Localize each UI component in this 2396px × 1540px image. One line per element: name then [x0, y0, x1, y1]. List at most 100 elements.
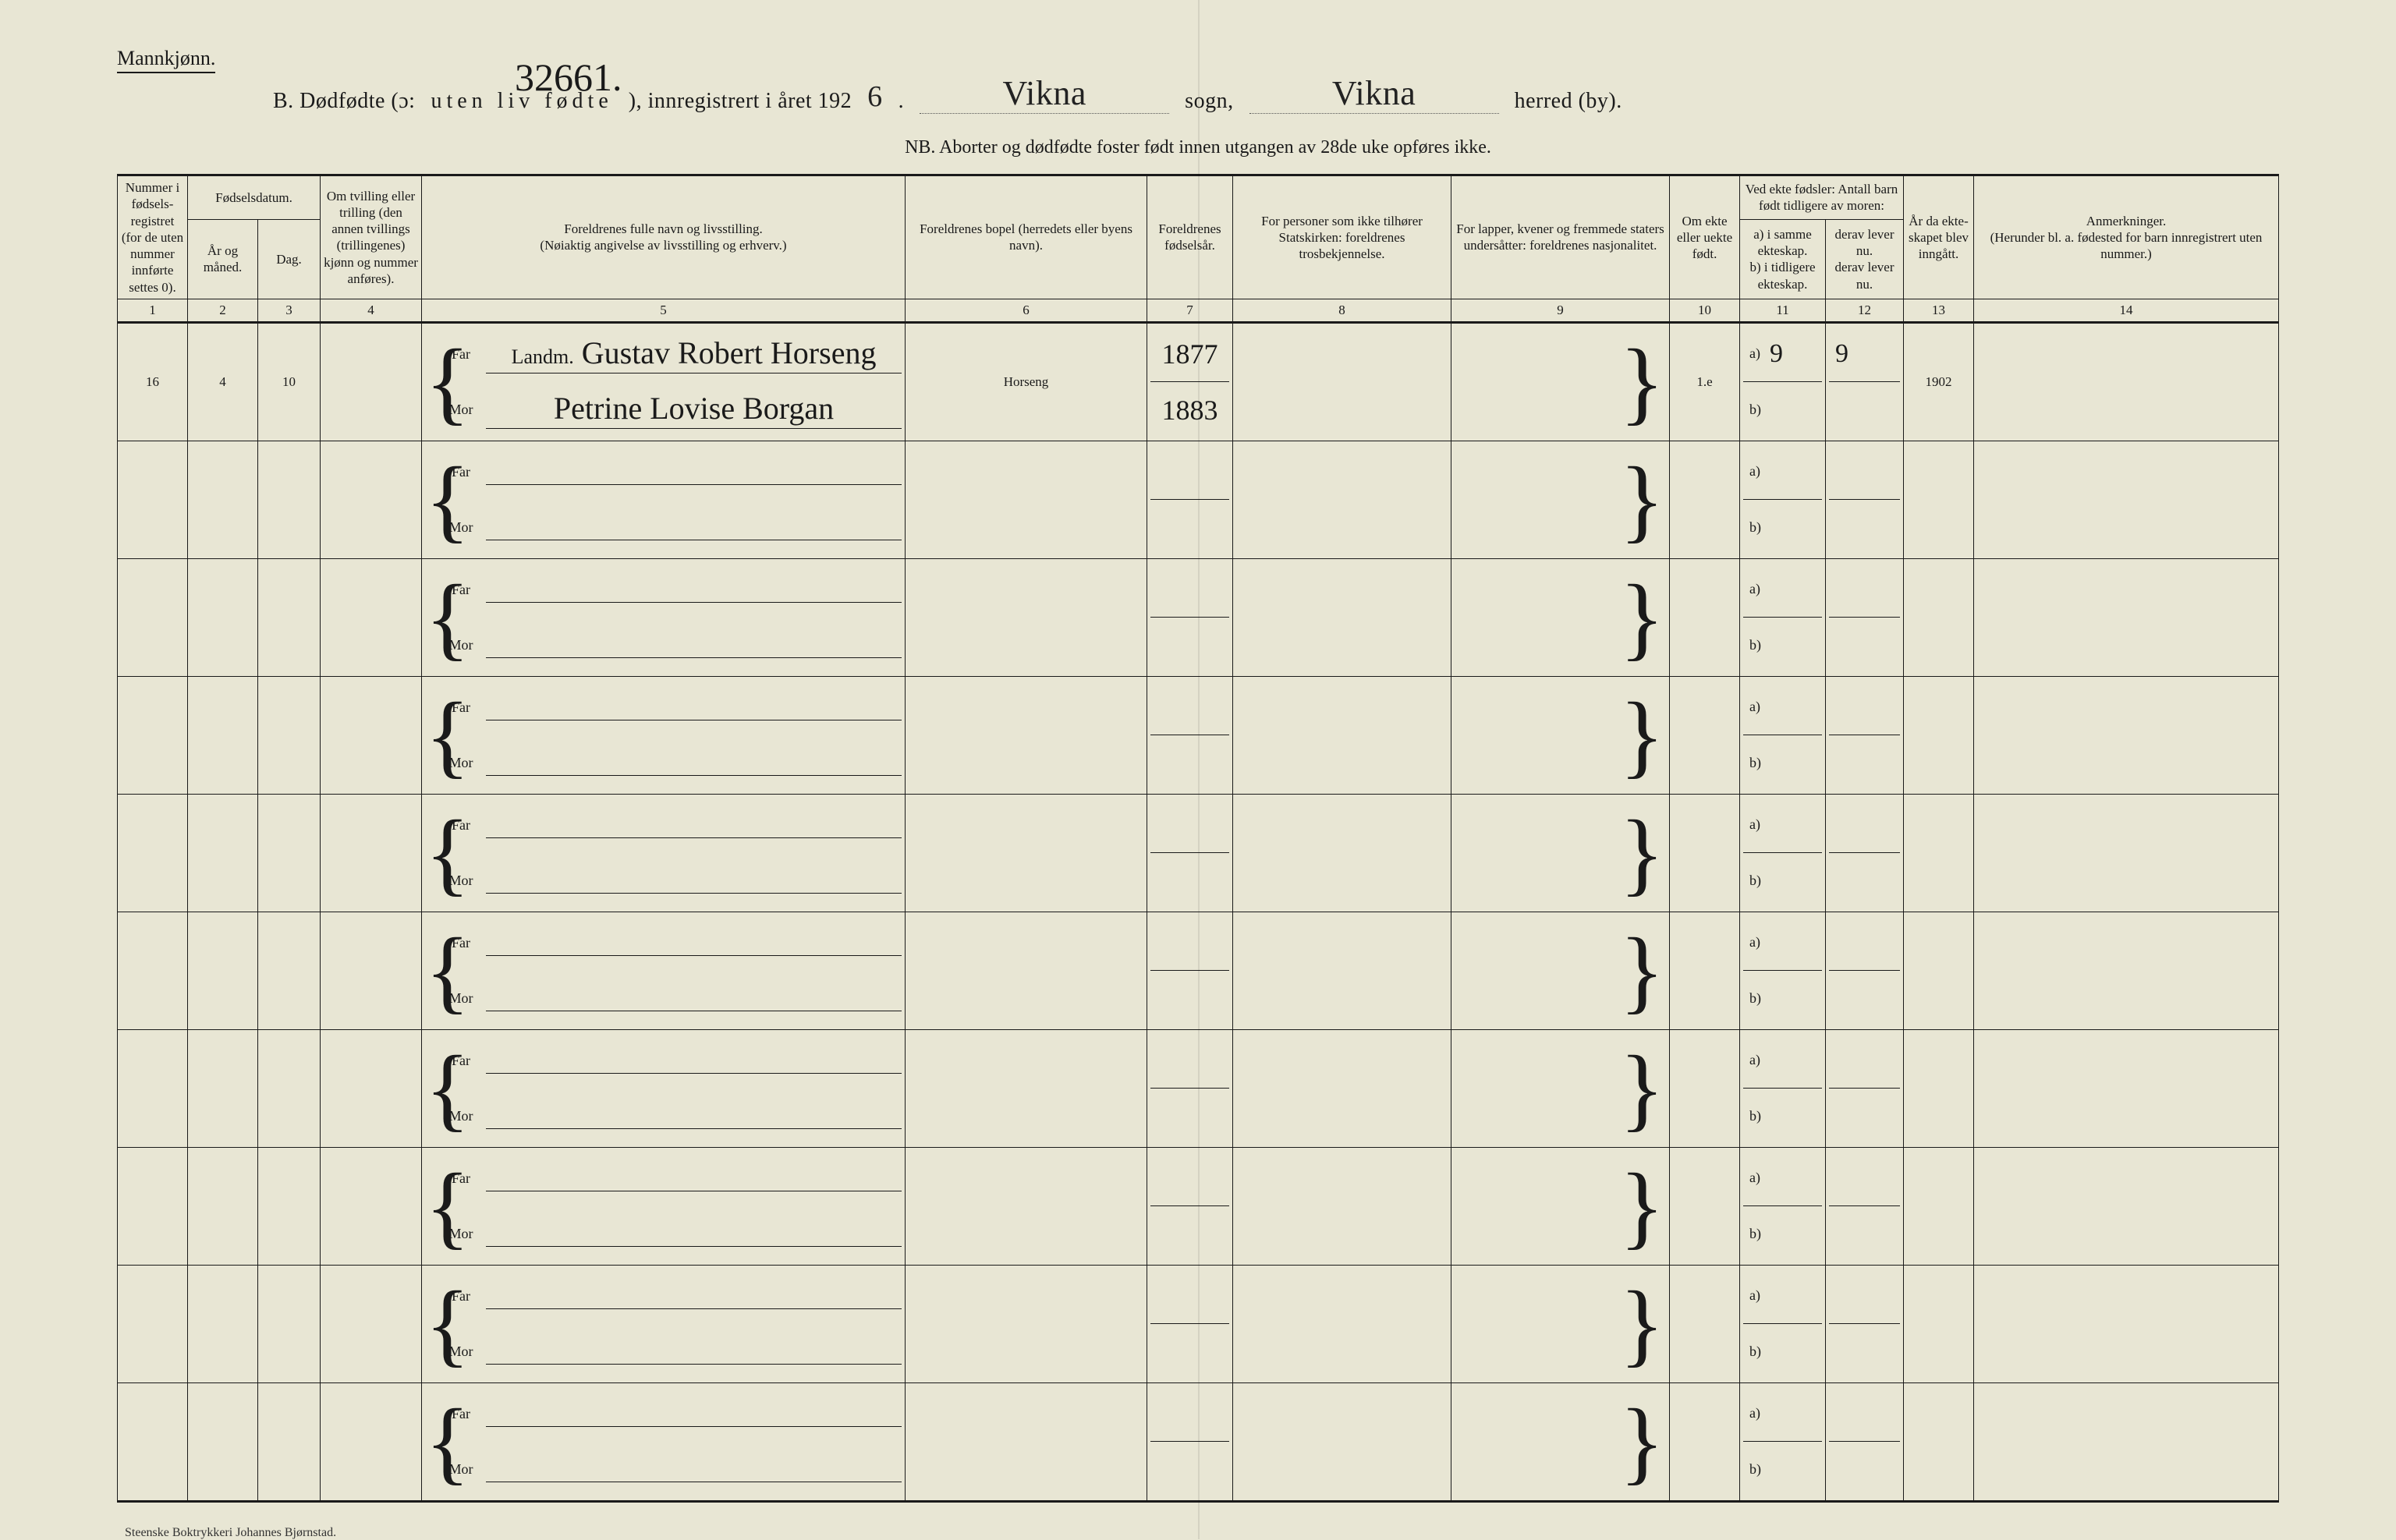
cell: }: [1451, 1029, 1670, 1147]
cell: [1826, 1382, 1904, 1501]
colnum: 7: [1147, 299, 1233, 322]
printer-footer: Steenske Boktrykkeri Johannes Bjørnstad.: [125, 1526, 2279, 1540]
title-prefix: B. Dødfødte (ɔ:: [273, 89, 415, 114]
col-10-header: Om ekte eller uekte født.: [1670, 175, 1740, 299]
title-mid: ), innregistrert i året 192: [629, 89, 852, 114]
cell: [321, 441, 422, 558]
cell: [906, 1029, 1147, 1147]
herred-value: Vikna: [1249, 73, 1499, 114]
cell: [1147, 1265, 1233, 1382]
cell: a) b): [1740, 441, 1826, 558]
document-page: Mannkjønn. 32661. B. Dødfødte (ɔ: uten l…: [0, 0, 2396, 1539]
cell: [1147, 1382, 1233, 1501]
cell: [1904, 441, 1974, 558]
cell: [1233, 1382, 1451, 1501]
gender-label: Mannkjønn.: [117, 47, 215, 73]
sogn-label: sogn,: [1185, 89, 1233, 114]
cell: [1904, 1029, 1974, 1147]
colnum: 13: [1904, 299, 1974, 322]
cell: [1233, 912, 1451, 1029]
cell: { Far Mor: [422, 441, 906, 558]
cell: 10: [258, 322, 321, 441]
cell: [1147, 794, 1233, 912]
cell: [1826, 1147, 1904, 1265]
cell: [1233, 322, 1451, 441]
col-11-header: a) i samme ekteskap. b) i tidligere ekte…: [1740, 219, 1826, 299]
cell: [906, 558, 1147, 676]
cell: a) b): [1740, 558, 1826, 676]
cell: [321, 1382, 422, 1501]
cell: [906, 676, 1147, 794]
colnum: 1: [118, 299, 188, 322]
cell: [1233, 1265, 1451, 1382]
cell: [258, 1265, 321, 1382]
colnum: 6: [906, 299, 1147, 322]
cell: [1974, 322, 2279, 441]
cell: [1974, 1029, 2279, 1147]
cell: [188, 676, 258, 794]
cell: 1902: [1904, 322, 1974, 441]
cell: [1670, 1382, 1740, 1501]
cell: [1904, 1147, 1974, 1265]
cell: [321, 1147, 422, 1265]
cell: [1147, 441, 1233, 558]
cell: { Far Mor: [422, 912, 906, 1029]
cell: }: [1451, 441, 1670, 558]
cell: a) b): [1740, 1147, 1826, 1265]
col-6-header: Foreldrenes bopel (herredets eller byens…: [906, 175, 1147, 299]
herred-label: herred (by).: [1515, 89, 1622, 114]
cell: [258, 794, 321, 912]
cell: a)9 b): [1740, 322, 1826, 441]
cell: [906, 1265, 1147, 1382]
cell: { FarLandm. Gustav Robert Horseng MorPet…: [422, 322, 906, 441]
cell: 9: [1826, 322, 1904, 441]
cell: a) b): [1740, 676, 1826, 794]
col-11-12-group: Ved ekte fødsler: Antall barn født tid­l…: [1740, 175, 1904, 220]
cell: a) b): [1740, 1382, 1826, 1501]
cell: [118, 1147, 188, 1265]
cell: [1670, 1265, 1740, 1382]
cell: [258, 912, 321, 1029]
cell: [1974, 1382, 2279, 1501]
cell: [1904, 1382, 1974, 1501]
cell: }: [1451, 1147, 1670, 1265]
cell: [1147, 1147, 1233, 1265]
cell: [258, 676, 321, 794]
cell: 1.e: [1670, 322, 1740, 441]
cell: 16: [118, 322, 188, 441]
cell: [906, 912, 1147, 1029]
col-5-header: Foreldrenes fulle navn og livsstilling. …: [422, 175, 906, 299]
page-number-handwritten: 32661.: [515, 55, 622, 100]
cell: [321, 794, 422, 912]
cell: [321, 912, 422, 1029]
cell: [321, 1265, 422, 1382]
cell: [1670, 912, 1740, 1029]
cell: [1670, 558, 1740, 676]
cell: [118, 558, 188, 676]
cell: [906, 441, 1147, 558]
cell: }: [1451, 322, 1670, 441]
cell: [1974, 676, 2279, 794]
cell: { Far Mor: [422, 794, 906, 912]
cell: [1147, 676, 1233, 794]
page-fold: [1198, 0, 1200, 1539]
cell: [1233, 676, 1451, 794]
cell: [1233, 794, 1451, 912]
cell: }: [1451, 912, 1670, 1029]
cell: }: [1451, 676, 1670, 794]
cell: [118, 1265, 188, 1382]
cell: [118, 1382, 188, 1501]
cell: a) b): [1740, 1029, 1826, 1147]
cell: { Far Mor: [422, 1382, 906, 1501]
cell: [258, 1029, 321, 1147]
sogn-value: Vikna: [920, 73, 1169, 114]
cell: [1670, 794, 1740, 912]
cell: [1904, 794, 1974, 912]
col-1-header: Nummer i fødsels­registret (for de uten …: [118, 175, 188, 299]
cell: 18771883: [1147, 322, 1233, 441]
cell: [1670, 1029, 1740, 1147]
col-2-header: År og måned.: [188, 219, 258, 299]
cell: a) b): [1740, 1265, 1826, 1382]
cell: [258, 441, 321, 558]
cell: [1974, 1147, 2279, 1265]
